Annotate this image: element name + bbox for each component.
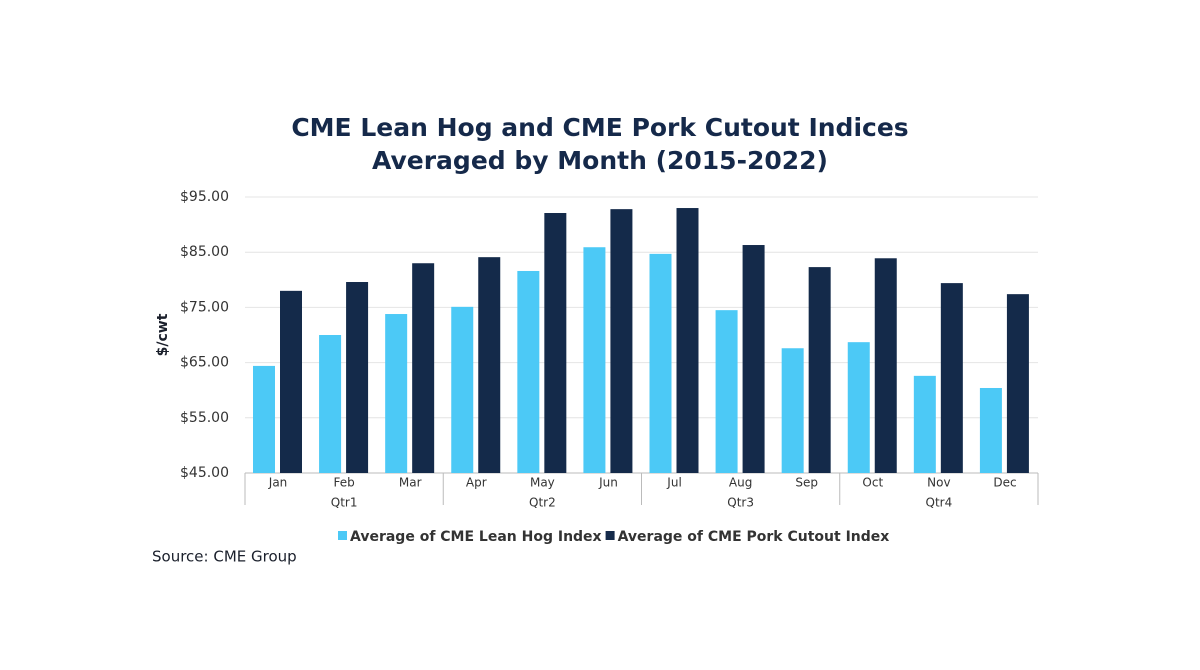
y-tick-label: $45.00 [180,465,229,481]
bar [808,267,831,473]
chart-title: Averaged by Month (2015-2022) [372,146,828,175]
y-tick-label: $85.00 [180,244,229,260]
y-tick-label: $75.00 [180,299,229,315]
legend-swatch [605,531,615,540]
chart-title: CME Lean Hog and CME Pork Cutout Indices [291,113,908,142]
bar [544,213,567,473]
bar [676,208,699,474]
bar [847,342,870,473]
bar [979,387,1002,473]
bar [781,348,804,473]
x-tick-label: Mar [399,476,422,490]
y-tick-label: $65.00 [180,355,229,371]
bar [649,253,672,473]
bar [280,290,302,473]
bar [451,306,474,473]
group-label: Qtr3 [727,496,754,510]
legend-label: Average of CME Lean Hog Index [350,529,602,545]
bar [412,263,435,473]
bar [517,270,540,473]
group-label: Qtr2 [529,496,556,510]
bar [478,257,501,473]
bar [610,209,633,474]
group-label: Qtr4 [926,496,953,510]
bar [715,310,738,473]
legend-label: Average of CME Pork Cutout Index [618,529,890,545]
source: Source: CME Group [152,548,297,566]
bar [940,283,963,473]
x-tick-label: May [530,476,555,490]
bar [742,245,765,473]
x-tick-label: Jan [268,476,288,490]
group-label: Qtr1 [331,496,358,510]
bar [253,365,275,473]
bar [1006,294,1029,473]
x-tick-label: Aug [729,476,752,490]
x-tick-label: Dec [993,476,1016,490]
bar [346,282,369,473]
bar [913,375,936,473]
y-tick-label: $55.00 [180,410,229,426]
y-tick-label: $95.00 [180,189,229,205]
x-tick-label: Feb [334,476,355,490]
bar [319,335,342,473]
bar [874,258,897,473]
bar [385,314,408,473]
x-tick-label: Sep [795,476,818,490]
bar [583,247,606,473]
x-tick-label: Oct [862,476,883,490]
x-tick-label: Nov [927,476,950,490]
legend-swatch [338,531,347,540]
x-tick-label: Jul [666,476,681,490]
x-tick-label: Jun [598,476,618,490]
x-tick-label: Apr [466,476,487,490]
y-axis-label: $/cwt [155,313,171,356]
